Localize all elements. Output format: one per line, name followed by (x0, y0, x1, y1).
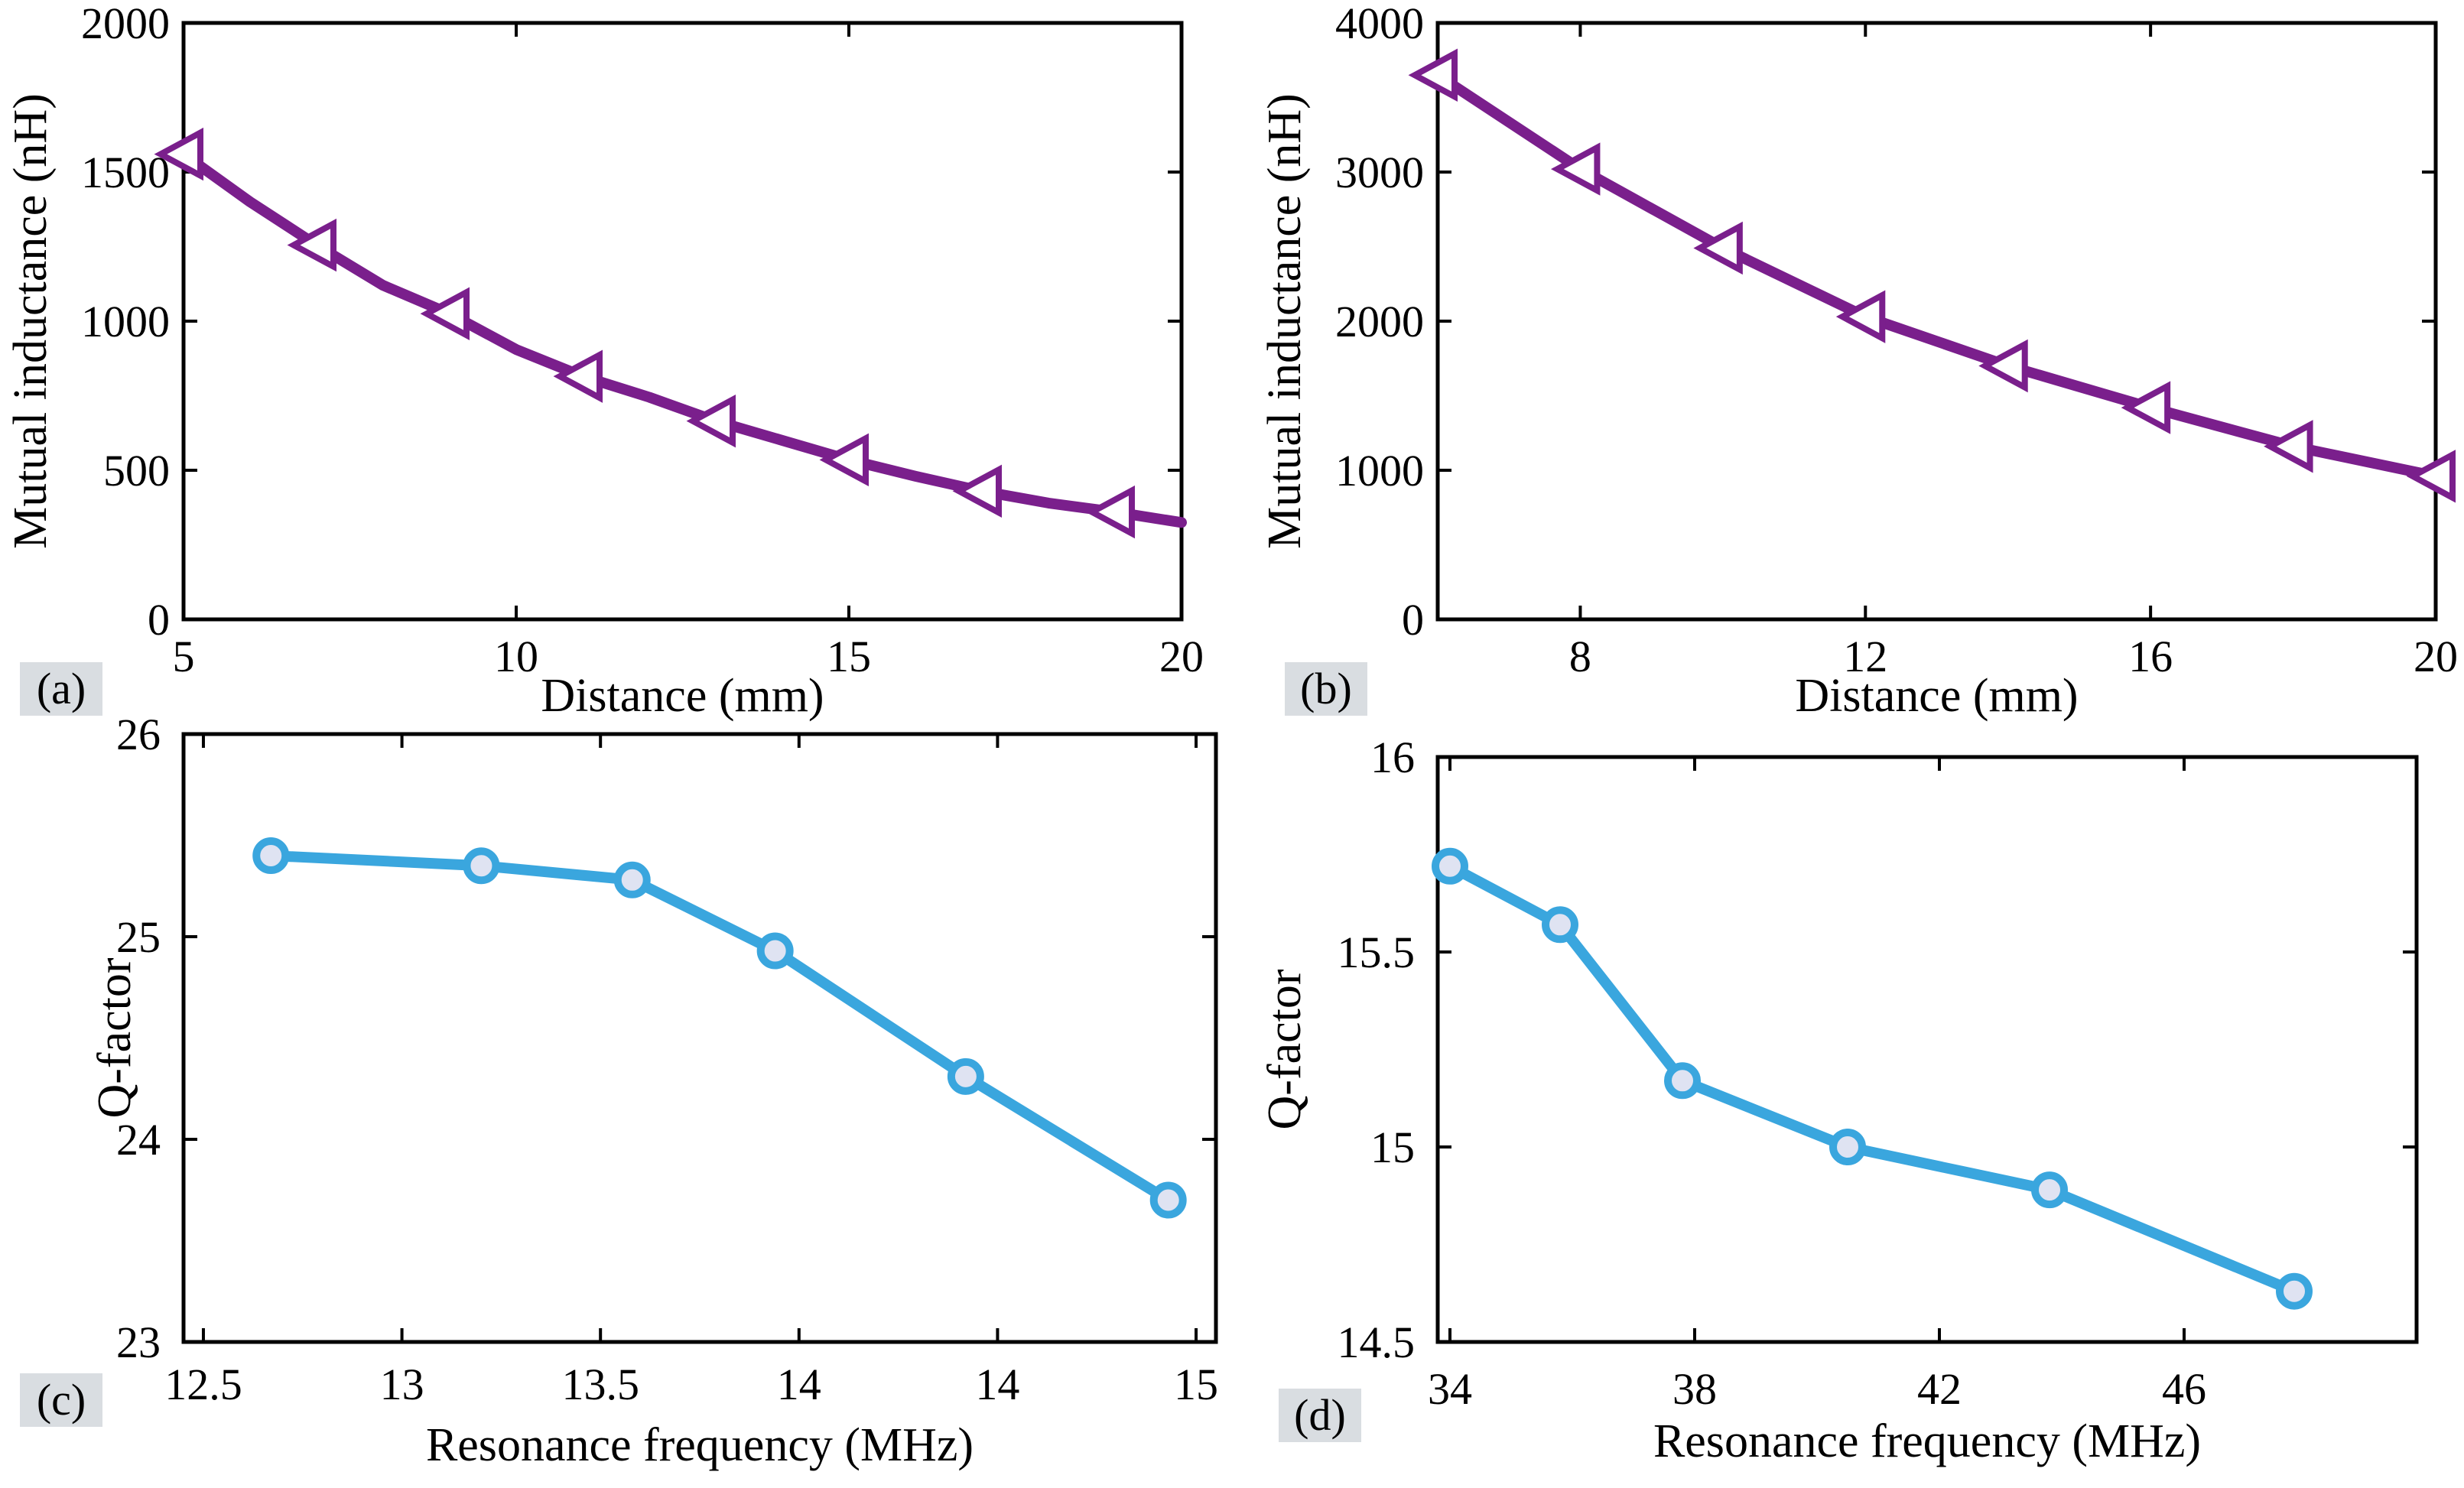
data-point (2276, 1272, 2313, 1310)
data-point (287, 218, 336, 272)
data-point (947, 1058, 984, 1095)
x-tick-label: 12.5 (164, 1360, 242, 1409)
y-axis-label: Mutual inductance (nH) (1259, 93, 1311, 549)
data-point (613, 861, 651, 898)
y-tick-label: 1500 (81, 148, 170, 197)
panel-tag-background (20, 1373, 102, 1427)
data-point (1693, 221, 1743, 275)
plot-frame (181, 732, 1218, 1344)
y-tick-label: 2000 (81, 0, 170, 48)
y-tick-label: 4000 (1335, 0, 1424, 48)
x-tick-label: 42 (1917, 1364, 1962, 1414)
data-point (1542, 906, 1578, 944)
x-tick-label: 10 (494, 632, 538, 681)
data-point (2264, 420, 2313, 473)
y-tick-label: 26 (116, 710, 161, 759)
data-point (1835, 290, 1886, 343)
data-point (2406, 450, 2456, 503)
chart-panel: 5 10 15 20 0 500 1000 1500 2000 Distance (mm) Mutu… (5, 0, 1204, 722)
data-point (686, 394, 736, 448)
x-tick-label: 8 (1569, 632, 1591, 681)
x-tick-label: 16 (2128, 632, 2173, 681)
x-tick-label: 20 (2414, 632, 2458, 681)
series-line (265, 850, 1174, 1206)
y-tick-label: 0 (148, 595, 170, 645)
x-tick-label: 12 (1843, 632, 1887, 681)
data-point (1829, 1129, 1866, 1165)
data-point (2121, 381, 2171, 434)
y-tick-label: 16 (1370, 733, 1415, 782)
panel-tag-background (1285, 662, 1367, 716)
y-tick-label: 14.5 (1338, 1317, 1416, 1367)
data-point (1550, 142, 1601, 196)
x-tick-label: 13 (380, 1360, 424, 1409)
y-tick-label: 23 (116, 1317, 161, 1367)
panel-tag: (c) (37, 1375, 86, 1425)
x-tick-label: 34 (1428, 1364, 1472, 1414)
y-tick-label: 0 (1402, 595, 1424, 645)
data-point (2031, 1171, 2068, 1209)
x-tick-label: 38 (1672, 1364, 1717, 1414)
data-point (420, 287, 470, 340)
data-point (952, 464, 1002, 518)
data-point (154, 127, 203, 181)
y-tick-label: 1000 (81, 297, 170, 346)
y-tick-label: 15 (1370, 1122, 1415, 1172)
y-tick-label: 3000 (1335, 148, 1424, 197)
y-tick-label: 500 (103, 446, 170, 495)
x-tick-label: 14 (777, 1360, 821, 1409)
x-tick-label: 15 (827, 632, 871, 681)
y-tick-label: 25 (116, 912, 161, 962)
chart-panel: 8 12 16 20 0 1000 2000 3000 4000 Distance (mm) Mut… (1259, 0, 2458, 722)
series-line (1445, 860, 2300, 1297)
x-tick-label: 46 (2162, 1364, 2206, 1414)
x-tick-label: 13.5 (561, 1360, 639, 1409)
series-line (1432, 70, 2441, 482)
panel-tag-background (20, 662, 102, 716)
data-point (1664, 1062, 1701, 1100)
panel-tag: (d) (1294, 1390, 1346, 1440)
data-point (756, 932, 794, 970)
data-point (1978, 339, 2028, 393)
x-tick-label: 20 (1159, 632, 1204, 681)
y-axis-label: Q-factor (89, 957, 141, 1118)
y-axis-label: Q-factor (1259, 969, 1311, 1129)
plot-frame (1435, 21, 2438, 622)
data-point (1408, 48, 1458, 102)
x-tick-label: 15 (1174, 1360, 1218, 1409)
x-tick-label: 5 (173, 632, 195, 681)
data-point (819, 433, 869, 487)
data-point (1085, 485, 1135, 539)
y-tick-label: 2000 (1335, 297, 1424, 346)
panel-tag: (b) (1300, 664, 1352, 713)
y-tick-label: 15.5 (1338, 928, 1416, 977)
data-point (1149, 1181, 1187, 1219)
chart-panel: 34 38 42 46 14.5 15 15.5 16 Resonance frequency … (1259, 733, 2419, 1467)
chart-panel: 12.5 13 13.5 14 14 15 23 24 25 26 Resonance freque… (20, 710, 1218, 1471)
x-axis-label: Distance (mm) (1795, 670, 2078, 722)
y-tick-label: 1000 (1335, 446, 1424, 495)
panel-tag-background (1279, 1389, 1361, 1442)
x-tick-label: 14 (975, 1360, 1019, 1409)
plot-frame (1435, 755, 2419, 1344)
data-point (553, 349, 603, 403)
x-axis-label: Resonance frequency (MHz) (426, 1419, 974, 1471)
plot-frame (181, 21, 1184, 622)
series-line (178, 148, 1187, 528)
x-axis-label: Distance (mm) (541, 670, 824, 722)
y-axis-label: Mutual inductance (nH) (5, 93, 57, 549)
data-point (463, 847, 500, 885)
panel-tag: (a) (37, 664, 86, 713)
data-point (252, 837, 290, 874)
y-tick-label: 24 (116, 1115, 161, 1165)
data-point (1432, 847, 1468, 885)
x-axis-label: Resonance frequency (MHz) (1653, 1415, 2201, 1467)
